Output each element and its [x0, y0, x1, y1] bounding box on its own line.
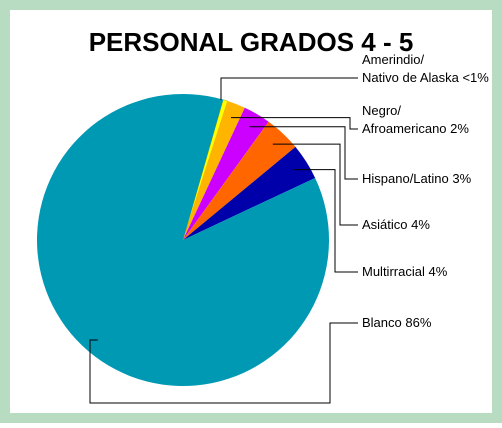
leader-line [293, 169, 358, 273]
pie-slice [182, 99, 228, 241]
value-label: <1% [462, 70, 489, 85]
labels: Amerindio/Nativo de Alaska <1% Negro/Afro… [89, 52, 489, 404]
pie-slice [183, 107, 269, 240]
slice-label: Hispano/Latino 3% [362, 171, 472, 186]
leader-line [89, 322, 358, 404]
label-line: Afroamericano [362, 121, 450, 136]
label-line: Hispano/Latino [362, 171, 452, 186]
chart-title: PERSONAL GRADOS 4 - 5 [89, 27, 414, 57]
value-label: 2% [450, 121, 469, 136]
label-line: Multirracial [362, 264, 428, 279]
value-label: 86% [405, 315, 431, 330]
value-label: 4% [428, 264, 447, 279]
pie [36, 94, 330, 386]
leader-line [249, 126, 358, 180]
value-label: 4% [411, 217, 430, 232]
label-line: Nativo de Alaska [362, 70, 462, 85]
label-line: Amerindio/ [362, 52, 425, 67]
slice-label: Blanco 86% [362, 315, 432, 330]
pie-slice [183, 100, 245, 240]
leader-line [272, 143, 358, 226]
slice-label: Multirracial 4% [362, 264, 448, 279]
value-label: 3% [452, 171, 471, 186]
leader-line [231, 117, 358, 130]
slice-label: Asiático 4% [362, 217, 430, 232]
label-line: Blanco [362, 315, 405, 330]
label-line: Asiático [362, 217, 411, 232]
slice-label: Negro/Afroamericano 2% [362, 103, 469, 136]
leader-line [220, 77, 358, 100]
pie-slice [36, 94, 330, 386]
label-line: Negro/ [362, 103, 401, 118]
slice-label: Amerindio/Nativo de Alaska <1% [362, 52, 489, 85]
pie-slice [183, 121, 296, 240]
pie-slice [183, 146, 316, 240]
